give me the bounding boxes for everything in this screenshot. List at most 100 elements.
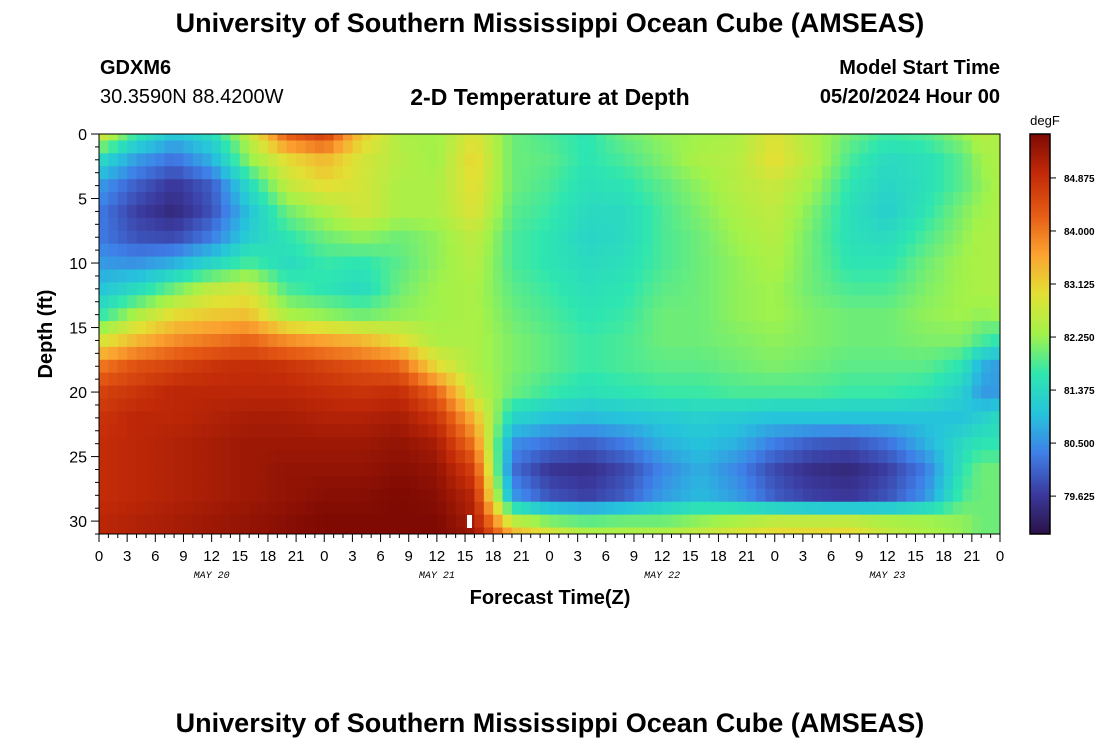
heatmap-cell <box>680 179 691 193</box>
heatmap-cell <box>314 475 325 490</box>
heatmap-cell <box>812 437 823 451</box>
heatmap-cell <box>493 308 504 322</box>
heatmap-cell <box>699 217 710 232</box>
heatmap-cell <box>389 217 400 232</box>
heatmap-cell <box>493 217 504 232</box>
heatmap-cell <box>136 411 147 425</box>
heatmap-cell <box>324 501 335 516</box>
heatmap-cell <box>549 282 560 296</box>
heatmap-cell <box>577 243 588 258</box>
heatmap-cell <box>558 134 569 142</box>
heatmap-cell <box>145 334 156 348</box>
heatmap-cell <box>868 204 879 219</box>
heatmap-cell <box>662 501 673 516</box>
heatmap-cell <box>418 153 429 167</box>
heatmap-cell <box>117 140 128 154</box>
heatmap-cell <box>511 359 522 374</box>
x-tick-label: 18 <box>710 548 727 565</box>
heatmap-cell <box>549 269 560 283</box>
heatmap-cell <box>474 450 485 464</box>
heatmap-cell <box>821 192 832 206</box>
heatmap-cell <box>127 295 138 309</box>
heatmap-cell <box>821 243 832 258</box>
heatmap-cell <box>511 192 522 206</box>
heatmap-cell <box>249 166 260 180</box>
heatmap-cell <box>465 488 476 503</box>
heatmap-cell <box>108 527 119 534</box>
heatmap-cell <box>183 514 194 529</box>
heatmap-cell <box>943 269 954 283</box>
heatmap-cell <box>202 501 213 516</box>
heatmap-cell <box>737 295 748 309</box>
heatmap-cell <box>577 463 588 477</box>
heatmap-cell <box>286 282 297 296</box>
heatmap-cell <box>511 243 522 258</box>
heatmap-cell <box>924 140 935 154</box>
heatmap-cell <box>427 437 438 451</box>
heatmap-cell <box>577 321 588 335</box>
heatmap-cell <box>587 514 598 529</box>
heatmap-cell <box>418 282 429 296</box>
heatmap-cell <box>784 437 795 451</box>
heatmap-cell <box>277 501 288 516</box>
heatmap-cell <box>267 308 278 322</box>
heatmap-cell <box>690 334 701 348</box>
heatmap-cell <box>427 230 438 245</box>
heatmap-cell <box>990 134 1000 142</box>
heatmap-cell <box>962 334 973 348</box>
heatmap-cell <box>455 514 466 529</box>
heatmap-cell <box>99 230 109 245</box>
heatmap-cell <box>877 346 888 361</box>
heatmap-cell <box>587 463 598 477</box>
heatmap-cell <box>802 269 813 283</box>
heatmap-cell <box>465 372 476 387</box>
heatmap-cell <box>868 437 879 451</box>
heatmap-cell <box>117 295 128 309</box>
heatmap-cell <box>962 450 973 464</box>
heatmap-cell <box>699 411 710 425</box>
heatmap-cell <box>877 385 888 400</box>
heatmap-cell <box>971 217 982 232</box>
heatmap-cell <box>164 134 175 142</box>
heatmap-cell <box>709 269 720 283</box>
heatmap-cell <box>305 488 316 503</box>
heatmap-cell <box>727 514 738 529</box>
heatmap-cell <box>877 424 888 438</box>
heatmap-cell <box>99 166 109 180</box>
heatmap-cell <box>136 153 147 167</box>
heatmap-cell <box>277 192 288 206</box>
heatmap-cell <box>296 295 307 309</box>
heatmap-cell <box>117 230 128 245</box>
heatmap-cell <box>915 153 926 167</box>
heatmap-cell <box>145 463 156 477</box>
heatmap-cell <box>530 527 541 534</box>
heatmap-cell <box>662 204 673 219</box>
heatmap-cell <box>746 140 757 154</box>
heatmap-cell <box>389 269 400 283</box>
heatmap-cell <box>924 385 935 400</box>
heatmap-cell <box>831 179 842 193</box>
heatmap-cell <box>765 204 776 219</box>
heatmap-cell <box>108 437 119 451</box>
heatmap-cell <box>361 359 372 374</box>
heatmap-cell <box>896 501 907 516</box>
heatmap-cell <box>474 359 485 374</box>
heatmap-cell <box>568 334 579 348</box>
heatmap-cell <box>174 269 185 283</box>
heatmap-cell <box>906 321 917 335</box>
heatmap-cell <box>943 256 954 271</box>
heatmap-cell <box>849 359 860 374</box>
heatmap-cell <box>709 140 720 154</box>
heatmap-cell <box>615 359 626 374</box>
heatmap-cell <box>915 385 926 400</box>
heatmap-cell <box>192 282 203 296</box>
heatmap-cell <box>164 321 175 335</box>
heatmap-cell <box>605 204 616 219</box>
heatmap-cell <box>408 295 419 309</box>
heatmap-cell <box>455 295 466 309</box>
heatmap-cell <box>934 398 945 413</box>
heatmap-cell <box>802 437 813 451</box>
heatmap-cell <box>812 230 823 245</box>
heatmap-cell <box>371 411 382 425</box>
heatmap-cell <box>737 140 748 154</box>
